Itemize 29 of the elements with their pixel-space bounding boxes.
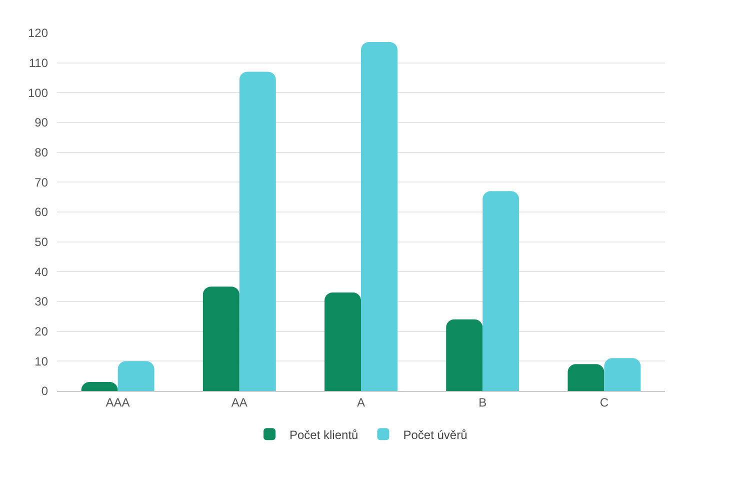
bar — [568, 364, 604, 391]
y-tick-label: 80 — [34, 146, 48, 160]
bar — [604, 358, 641, 391]
y-tick-label: 90 — [34, 116, 48, 130]
y-tick-label: 50 — [34, 235, 48, 250]
y-tick-label: 110 — [28, 56, 48, 70]
y-tick-label: 40 — [34, 264, 48, 279]
bar — [482, 191, 520, 391]
x-tick-label: AA — [231, 395, 248, 410]
y-tick-label: 120 — [28, 26, 48, 40]
y-tick-label: 0 — [41, 384, 48, 398]
bar — [118, 361, 154, 391]
y-tick-label: 60 — [34, 205, 48, 220]
y-tick-label: 10 — [34, 354, 48, 368]
y-tick-label: 100 — [28, 86, 48, 100]
bar — [446, 319, 483, 391]
bar — [324, 292, 361, 391]
y-tick-label: 20 — [34, 324, 48, 339]
y-tick-label: 70 — [34, 175, 48, 190]
x-tick-label: A — [356, 395, 366, 410]
x-tick-label: AAA — [106, 395, 130, 410]
legend-label: Počet úvěrů — [403, 428, 468, 442]
bar — [202, 286, 240, 391]
y-tick-label: 30 — [34, 294, 48, 309]
bar — [361, 42, 398, 391]
x-tick-label: C — [600, 395, 609, 410]
x-tick-label: B — [478, 395, 487, 410]
legend-label: Počet klientů — [290, 428, 358, 442]
bar — [239, 72, 276, 391]
